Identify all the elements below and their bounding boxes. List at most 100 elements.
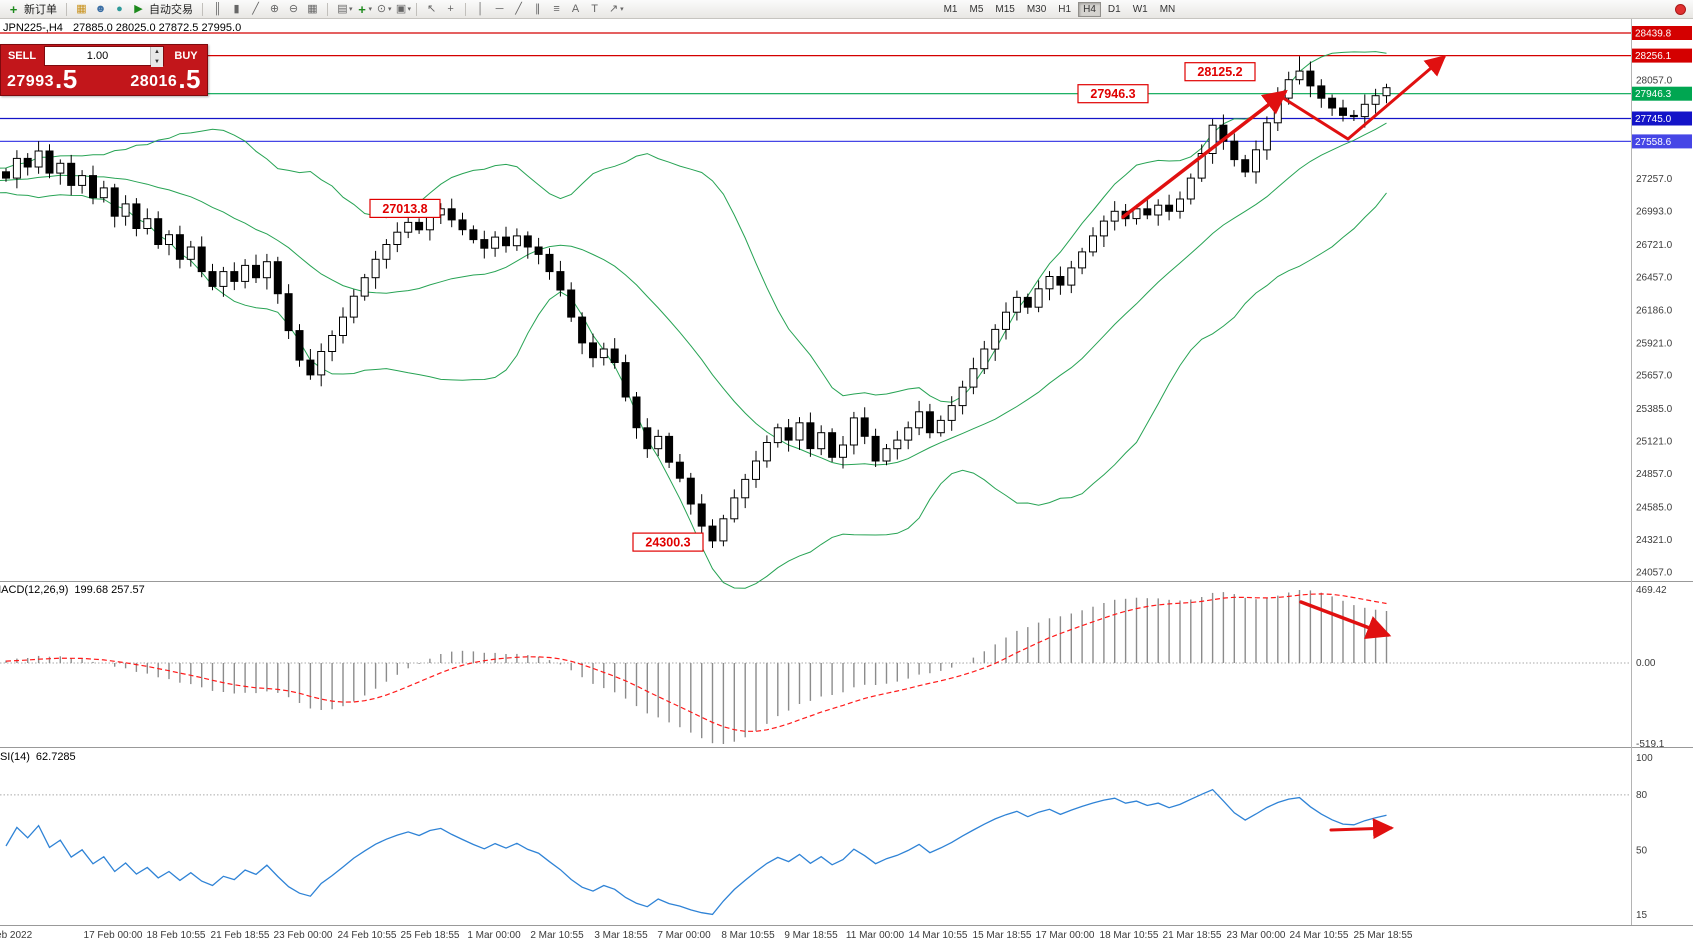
toolbar-separator xyxy=(416,2,418,16)
svg-text:80: 80 xyxy=(1636,790,1648,801)
arrows-icon[interactable]: ↗ xyxy=(608,2,619,15)
text-icon[interactable]: A xyxy=(571,2,580,15)
price-annotation[interactable]: 28125.2 xyxy=(1184,62,1256,82)
horizontal-line-icon[interactable]: ─ xyxy=(495,2,504,15)
channel-icon[interactable]: ∥ xyxy=(534,2,541,15)
timeframe-h1[interactable]: H1 xyxy=(1053,2,1076,17)
timeframe-m5[interactable]: M5 xyxy=(964,2,988,17)
svg-text:27558.6: 27558.6 xyxy=(1635,137,1672,148)
profile-icon[interactable]: ☻ xyxy=(94,2,107,15)
chevron-down-icon[interactable]: ▾ xyxy=(349,6,353,13)
svg-text:0.00: 0.00 xyxy=(1636,658,1656,669)
rsi-flat-arrow[interactable] xyxy=(1329,818,1394,840)
volume-spinner: ▲ ▼ xyxy=(44,46,164,67)
svg-text:26993.0: 26993.0 xyxy=(1636,206,1673,217)
sell-button[interactable]: SELL xyxy=(1,45,43,67)
symbol-period-label: JPN225-,H4 xyxy=(3,22,63,34)
autotrading-icon[interactable]: ▶ xyxy=(134,2,143,15)
svg-text:9 Mar 18:55: 9 Mar 18:55 xyxy=(784,930,838,941)
label-icon[interactable]: T xyxy=(591,2,598,15)
bar-chart-icon[interactable]: ║ xyxy=(213,2,222,15)
timeframe-m1[interactable]: M1 xyxy=(939,2,963,17)
tile-windows-icon[interactable]: ▦ xyxy=(307,2,318,15)
line-chart-icon[interactable]: ╱ xyxy=(252,2,259,15)
volume-increment-button[interactable]: ▲ xyxy=(151,47,163,57)
price-annotation[interactable]: 24300.3 xyxy=(632,532,704,552)
svg-text:1 Mar 00:00: 1 Mar 00:00 xyxy=(467,930,521,941)
autotrading-label[interactable]: 自动交易 xyxy=(149,4,193,16)
volume-input[interactable] xyxy=(45,47,150,65)
svg-text:17 Feb 00:00: 17 Feb 00:00 xyxy=(84,930,143,941)
timeframe-m30[interactable]: M30 xyxy=(1022,2,1051,17)
svg-text:11 Mar 00:00: 11 Mar 00:00 xyxy=(846,930,905,941)
svg-text:23 Mar 00:00: 23 Mar 00:00 xyxy=(1227,930,1286,941)
cursor-icon[interactable]: ↖ xyxy=(426,2,437,15)
macd-down-arrow[interactable] xyxy=(1299,600,1392,640)
add-indicator-icon[interactable]: + xyxy=(358,1,366,17)
templates-icon[interactable]: ▣ xyxy=(395,2,407,15)
chevron-down-icon[interactable]: ▾ xyxy=(407,6,412,13)
svg-text:24057.0: 24057.0 xyxy=(1636,568,1673,579)
zoom-in-icon[interactable]: ⊕ xyxy=(269,2,280,15)
rsi-line xyxy=(5,788,1387,916)
data-window-icon[interactable]: ▤ xyxy=(337,2,348,15)
new-order-icon[interactable]: + xyxy=(9,1,18,17)
macd-histogram xyxy=(5,590,1388,744)
macd-label: MACD(12,26,9)199.68 257.57 xyxy=(0,584,145,596)
chart-window-icon[interactable]: ▦ xyxy=(76,2,87,15)
timeframe-h4[interactable]: H4 xyxy=(1078,1,1101,17)
toolbar-separator xyxy=(66,2,67,16)
pullback-target-arrow[interactable] xyxy=(1278,55,1447,141)
svg-text:15: 15 xyxy=(1636,910,1648,921)
candle-chart-icon[interactable]: ▮ xyxy=(233,2,240,15)
svg-text:27257.0: 27257.0 xyxy=(1636,174,1673,185)
svg-text:15 Mar 18:55: 15 Mar 18:55 xyxy=(973,930,1032,941)
svg-text:28256.1: 28256.1 xyxy=(1635,51,1672,62)
timeframe-w1[interactable]: W1 xyxy=(1128,2,1153,17)
svg-text:26457.0: 26457.0 xyxy=(1636,272,1673,283)
chevron-down-icon[interactable]: ▾ xyxy=(368,6,373,13)
chart-canvas[interactable]: 469.420.00-519.110080501528057.027257.02… xyxy=(0,19,1693,944)
chevron-down-icon[interactable]: ▾ xyxy=(620,6,624,13)
fibonacci-icon[interactable]: ≡ xyxy=(553,2,560,15)
rsi-label: RSI(14)62.7285 xyxy=(0,751,76,763)
timeframe-d1[interactable]: D1 xyxy=(1103,2,1126,17)
timeframe-mn[interactable]: MN xyxy=(1155,2,1181,17)
buy-button[interactable]: BUY xyxy=(165,45,207,67)
time-axis[interactable]: 16 Feb 2022 17 Feb 00:00 18 Feb 10:55 21 Fe… xyxy=(0,930,1413,941)
new-order-label[interactable]: 新订单 xyxy=(24,4,57,16)
ohlc-values: 27885.0 28025.0 27872.5 27995.0 xyxy=(72,22,242,34)
zoom-out-icon[interactable]: ⊖ xyxy=(288,2,299,15)
svg-text:25921.0: 25921.0 xyxy=(1636,338,1673,349)
svg-text:24857.0: 24857.0 xyxy=(1636,469,1673,480)
svg-text:25385.0: 25385.0 xyxy=(1636,404,1673,415)
svg-text:28057.0: 28057.0 xyxy=(1636,76,1673,87)
price-axis[interactable]: 28057.0 27257.0 26993.0 26721.0 26457.0 26186… xyxy=(1636,76,1673,579)
sell-price[interactable]: 27993.5 xyxy=(7,64,78,94)
svg-text:25 Mar 18:55: 25 Mar 18:55 xyxy=(1354,930,1413,941)
svg-text:100: 100 xyxy=(1636,753,1653,764)
svg-text:24585.0: 24585.0 xyxy=(1636,503,1673,514)
toolbar-separator xyxy=(202,2,203,16)
buy-price[interactable]: 28016.5 xyxy=(130,64,201,94)
svg-text:17 Mar 00:00: 17 Mar 00:00 xyxy=(1036,930,1095,941)
chevron-down-icon[interactable]: ▾ xyxy=(388,6,392,13)
crosshair-icon[interactable]: + xyxy=(447,2,454,15)
trendline-icon[interactable]: ╱ xyxy=(515,2,522,15)
refresh-icon[interactable]: ● xyxy=(116,2,123,15)
timeframe-m15[interactable]: M15 xyxy=(990,2,1019,17)
trend-up-arrow[interactable] xyxy=(1121,89,1288,219)
svg-text:7 Mar 00:00: 7 Mar 00:00 xyxy=(657,930,711,941)
svg-text:28125.2: 28125.2 xyxy=(1197,65,1242,79)
price-annotation[interactable]: 27013.8 xyxy=(369,198,441,218)
svg-text:14 Mar 10:55: 14 Mar 10:55 xyxy=(909,930,968,941)
svg-text:26721.0: 26721.0 xyxy=(1636,240,1673,251)
vertical-line-icon[interactable]: │ xyxy=(477,2,484,15)
volume-decrement-button[interactable]: ▼ xyxy=(151,57,163,67)
candlestick-series xyxy=(2,56,1391,548)
periods-icon[interactable]: ⊙ xyxy=(376,2,387,15)
price-annotation[interactable]: 27946.3 xyxy=(1077,84,1149,104)
alert-icon[interactable] xyxy=(1675,3,1686,15)
price-annotations: 27013.8 24300.3 27946.3 28125.2 xyxy=(369,62,1256,552)
svg-text:24 Mar 10:55: 24 Mar 10:55 xyxy=(1290,930,1349,941)
